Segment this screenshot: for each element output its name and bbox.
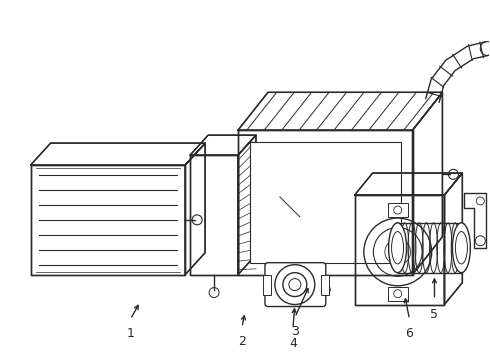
Text: 2: 2 (238, 336, 246, 348)
Bar (250, 142, 400, 263)
Polygon shape (465, 193, 486, 248)
FancyBboxPatch shape (265, 263, 326, 306)
Text: 1: 1 (126, 328, 134, 341)
Polygon shape (238, 92, 442, 130)
Polygon shape (413, 92, 442, 275)
Text: 5: 5 (430, 307, 439, 320)
Polygon shape (30, 143, 205, 165)
Bar (263, 275, 271, 294)
Polygon shape (444, 173, 463, 305)
Polygon shape (190, 135, 256, 155)
Text: 4: 4 (289, 337, 297, 350)
Bar (321, 275, 329, 294)
Polygon shape (30, 165, 185, 275)
Polygon shape (185, 143, 205, 275)
Ellipse shape (389, 223, 407, 273)
Text: 3: 3 (291, 325, 299, 338)
Polygon shape (238, 135, 256, 275)
Bar (388, 203, 408, 217)
Bar (388, 287, 408, 301)
Polygon shape (355, 195, 444, 305)
Polygon shape (190, 155, 238, 275)
Polygon shape (238, 130, 413, 275)
Text: 6: 6 (406, 328, 414, 341)
Ellipse shape (452, 223, 470, 273)
